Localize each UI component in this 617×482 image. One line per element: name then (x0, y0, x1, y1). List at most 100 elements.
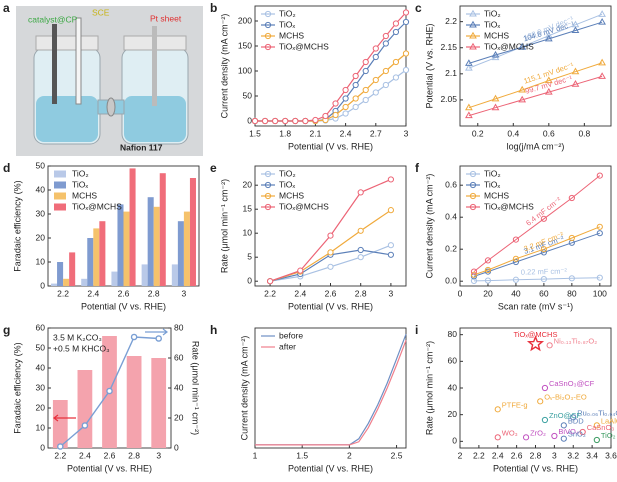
marker (392, 58, 400, 66)
legend-label: TiOₓ (484, 19, 500, 29)
y-tick-label: 60 (448, 356, 458, 366)
marker (261, 117, 269, 125)
marker (342, 86, 349, 94)
note: +0.5 M KHCO₃ (53, 343, 110, 353)
lid-left (35, 35, 99, 51)
x-tick-label: 100 (593, 288, 607, 298)
marker (357, 227, 364, 234)
x-tick-label: 2.7 (370, 128, 382, 138)
x-tick-label: 2 (458, 450, 463, 460)
x-tick-label: 1.5 (249, 128, 261, 138)
y-axis-label: Current density (mA cm⁻²) (424, 174, 434, 279)
marker (402, 66, 410, 74)
marker (596, 230, 603, 237)
marker (362, 67, 369, 75)
bar (141, 264, 148, 286)
bar (111, 271, 118, 286)
electrode-left (52, 24, 57, 104)
marker (352, 72, 359, 80)
bar (51, 283, 58, 286)
bar (159, 173, 166, 286)
photo-label: Nafion 117 (120, 142, 163, 152)
marker (470, 277, 478, 284)
point-label: BiVO₄ (558, 427, 579, 436)
y-tick-label: 0.2 (445, 243, 457, 253)
marker (302, 117, 309, 125)
marker (541, 384, 549, 392)
marker (155, 335, 162, 342)
x-tick-label: 2.4 (340, 128, 352, 138)
x-axis-label: log(j/mA cm⁻²) (507, 141, 565, 151)
marker (491, 50, 500, 58)
point-label: SnO₂ (568, 430, 586, 439)
marker (130, 333, 138, 341)
photo-sketch: catalyst@CP SCE Pt sheet Nafion 117 (16, 6, 203, 156)
legend-label: after (279, 341, 296, 351)
marker (596, 223, 603, 230)
x-tick-label: 3 (404, 128, 409, 138)
marker (596, 172, 603, 179)
x-tick-label: 2.6 (104, 450, 116, 460)
marker (357, 254, 364, 261)
marker (282, 117, 289, 125)
marker (465, 103, 473, 111)
bar (171, 264, 178, 286)
y-tick-label: 20 (36, 232, 46, 242)
fit-line (468, 13, 603, 69)
x-tick-label: 0.2 (472, 128, 484, 138)
y-tick-label: 20 (243, 179, 253, 189)
legend-swatch (54, 192, 66, 200)
marker (544, 87, 553, 95)
marker (372, 45, 379, 52)
marker (402, 50, 410, 57)
legend-marker (264, 43, 272, 51)
y-axis-label: Current density (mA cm⁻²) (239, 336, 249, 441)
y-tick-label: 50 (243, 90, 253, 100)
x-tick-label: 1 (253, 450, 258, 460)
panel-letter: f (415, 161, 420, 175)
bar (129, 168, 136, 286)
marker (382, 67, 389, 75)
membrane (106, 97, 116, 117)
y2-tick-label: 20 (174, 412, 184, 422)
marker (560, 435, 567, 442)
legend-label: TiOₓ (484, 179, 500, 189)
x-axis-label: Potential (V vs. RHE) (81, 301, 166, 311)
marker (571, 67, 580, 75)
note: 3.5 M K₂CO₃ (53, 332, 102, 342)
marker (596, 274, 603, 281)
y-axis-label: Rate (μmol min⁻¹ cm⁻²) (424, 341, 434, 435)
legend-label: before (279, 330, 303, 340)
y-tick-label: 30 (36, 208, 46, 218)
point-label: ZrO₂ (530, 428, 546, 437)
legend-label: TiOₓ@MCHS (279, 201, 329, 211)
photo-label: Pt sheet (150, 13, 182, 23)
marker (382, 32, 389, 40)
x-tick-label: 2.1 (309, 128, 321, 138)
legend-marker (264, 181, 272, 189)
marker (571, 80, 580, 87)
legend-marker (264, 10, 272, 18)
photo-label: SCE (92, 7, 110, 17)
marker (387, 251, 394, 258)
y-tick-label: 40 (448, 382, 458, 392)
marker (551, 432, 558, 440)
marker (297, 267, 304, 274)
marker (518, 95, 527, 103)
bar (177, 221, 184, 286)
bar (63, 278, 70, 286)
point-label: BDD (568, 416, 584, 425)
y2-tick-label: 80 (174, 322, 184, 332)
marker (267, 278, 274, 285)
panel-letter: i (415, 323, 418, 337)
x-tick-label: 2.4 (79, 450, 91, 460)
marker (272, 117, 279, 125)
bar (153, 206, 160, 286)
marker (540, 249, 547, 256)
legend-marker (264, 21, 272, 29)
x-tick-label: 2.8 (355, 288, 367, 298)
plot-frame (254, 5, 407, 127)
marker (251, 117, 259, 125)
x-tick-label: 60 (539, 288, 549, 298)
legend-label: TiOₓ (279, 179, 295, 189)
